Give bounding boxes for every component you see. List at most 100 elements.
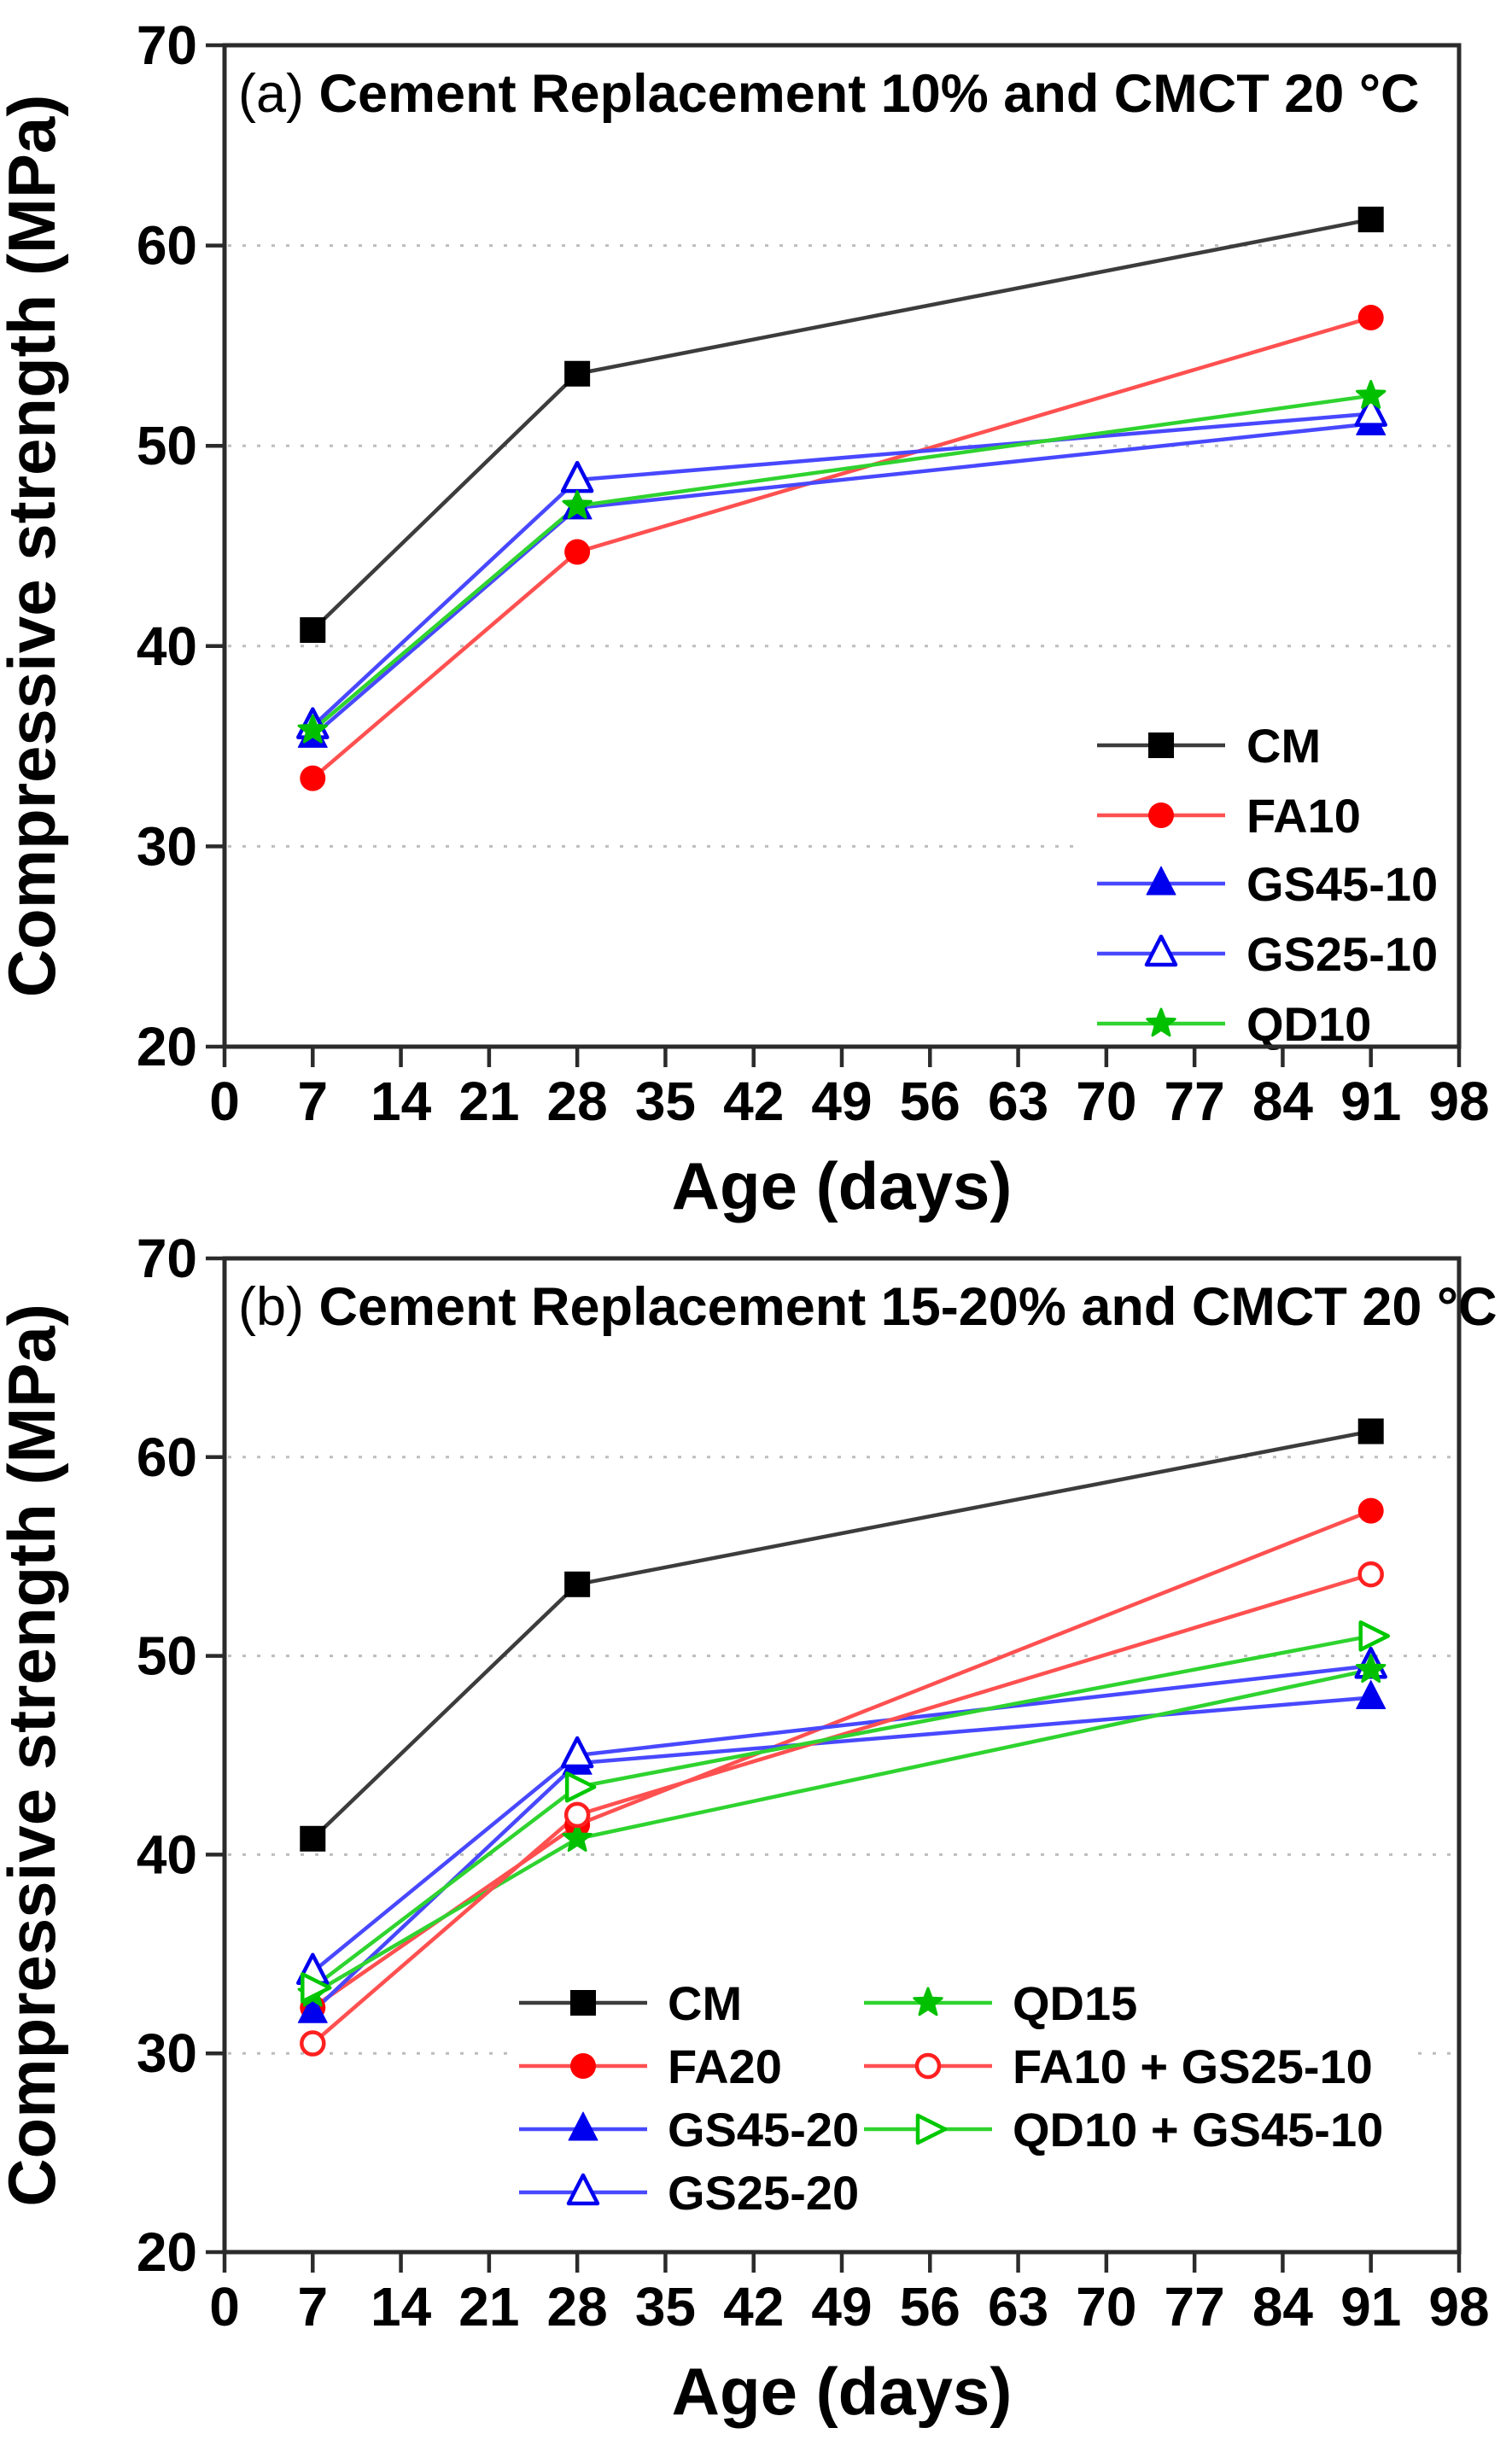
x-tick-label-98: 98: [1428, 2276, 1489, 2337]
x-tick-label-21: 21: [458, 1071, 519, 1132]
x-axis-label: Age (days): [672, 1148, 1013, 1223]
series-line-fa20: [312, 1509, 1372, 2010]
legend-background: [511, 1970, 1417, 2225]
series-line-gs25-10: [311, 411, 1371, 728]
marker-cm-28d: [564, 1571, 591, 1597]
marker-fa10-gs25-10-7d: [300, 2030, 326, 2057]
y-tick-label-70: 70: [137, 1228, 197, 1289]
x-tick-label-21: 21: [458, 2276, 519, 2337]
legend-marker-qd15: [913, 1987, 943, 2016]
panel-title: (b) Cement Replacement 15-20% and CMCT 2…: [238, 1277, 1497, 1337]
y-tick-label-60: 60: [137, 215, 197, 277]
y-tick-label-50: 50: [137, 415, 197, 476]
marker-gs25-20-28d: [560, 1736, 594, 1769]
marker-cm-91d: [1357, 207, 1384, 233]
marker-qd10-91d: [1356, 380, 1386, 409]
legend-marker-fa10-gs25-10: [914, 2052, 942, 2080]
series-line-qd10-gs45-10: [311, 1634, 1372, 1990]
marker-gs25-10-91d: [1354, 394, 1387, 427]
x-tick-label-91: 91: [1340, 2276, 1401, 2337]
y-tick-label-30: 30: [137, 2022, 197, 2084]
x-tick-label-49: 49: [811, 1071, 872, 1132]
series-line-gs45-20: [311, 1695, 1371, 2013]
marker-fa20-91d: [1357, 1497, 1384, 1524]
x-tick-label-7: 7: [297, 2276, 328, 2337]
marker-fa10-gs25-10-91d: [1357, 1561, 1384, 1588]
legend-item-gs45-20: GS45-20: [519, 2103, 859, 2156]
marker-fa10-7d: [300, 765, 326, 791]
y-tick-label-30: 30: [137, 815, 197, 877]
x-tick-label-14: 14: [371, 2276, 432, 2337]
legend-marker-fa10: [1148, 802, 1174, 828]
legend-label-fa10-gs25-10: FA10 + GS25-10: [1013, 2040, 1373, 2093]
legend: CM FA10 GS45-10 GS25-10 QD10: [1084, 709, 1456, 1057]
legend-item-gs25-20: GS25-20: [519, 2166, 859, 2220]
marker-qd10-gs45-10-7d: [301, 1972, 332, 2004]
x-tick-label-63: 63: [988, 2276, 1048, 2337]
legend-item-fa20: FA20: [519, 2040, 782, 2093]
y-tick-label-20: 20: [137, 1016, 197, 1077]
y-axis-label: Compressive strength (MPa): [0, 1304, 69, 2207]
x-tick-label-56: 56: [900, 1071, 960, 1132]
marker-cm-28d: [564, 360, 591, 387]
legend-label-gs25-10: GS25-10: [1246, 927, 1438, 981]
marker-qd10-gs45-10-91d: [1358, 1620, 1390, 1652]
x-tick-label-56: 56: [900, 2276, 960, 2337]
legend-label-gs45-20: GS45-20: [668, 2103, 859, 2156]
series-line-cm: [311, 217, 1372, 632]
marker-gs45-20-91d: [1356, 1679, 1386, 1709]
legend-label-qd10: QD10: [1246, 997, 1371, 1051]
plot-frame: [222, 43, 1462, 1049]
x-tick-label-7: 7: [297, 1071, 328, 1132]
legend-item-qd10-gs45-10: QD10 + GS45-10: [864, 2103, 1383, 2156]
marker-qd15-91d: [1356, 1654, 1386, 1684]
marker-fa10-91d: [1357, 305, 1384, 331]
panel-a: CM FA10 GS45-10 GS25-10 QD10 0 7 14 21 28 35 42 49 56…: [0, 15, 1490, 1223]
legend-marker-gs45-10: [1146, 866, 1176, 896]
y-tick-label-40: 40: [137, 616, 197, 677]
marker-qd15-28d: [562, 1823, 593, 1852]
x-tick-label-91: 91: [1340, 1071, 1401, 1132]
x-tick-label-28: 28: [547, 1071, 608, 1132]
x-axis-label: Age (days): [672, 2354, 1013, 2429]
marker-qd10-28d: [562, 490, 593, 519]
marker-qd10-7d: [297, 714, 328, 744]
y-tick-label-50: 50: [137, 1625, 197, 1687]
x-tick-label-84: 84: [1252, 1071, 1314, 1132]
x-tick-label-0: 0: [209, 2276, 240, 2337]
marker-fa10-28d: [564, 539, 591, 565]
x-tick-label-70: 70: [1076, 2276, 1136, 2337]
x-tick-label-35: 35: [635, 2276, 696, 2337]
x-tick-label-28: 28: [547, 2276, 608, 2337]
legend-item-cm: CM: [519, 1976, 742, 2030]
legend-label-qd15: QD15: [1013, 1976, 1137, 2030]
panel-title-text: Cement Replacement 10% and CMCT 20 °C: [319, 64, 1420, 124]
legend-marker-gs25-10: [1144, 934, 1178, 967]
legend-label-qd10-gs45-10: QD10 + GS45-10: [1013, 2103, 1383, 2156]
legend-item-cm: CM: [1097, 719, 1321, 773]
x-tick-label-42: 42: [723, 1071, 784, 1132]
marker-cm-7d: [300, 1825, 326, 1852]
legend-item-fa10: FA10: [1097, 789, 1361, 843]
y-tick-label-20: 20: [137, 2221, 197, 2283]
legend-marker-cm: [1148, 732, 1174, 758]
x-tick-label-49: 49: [811, 2276, 872, 2337]
x-tick-label-35: 35: [635, 1071, 696, 1132]
legend-label-gs45-10: GS45-10: [1246, 857, 1438, 911]
x-tick-label-77: 77: [1165, 2276, 1225, 2337]
panel-title-text: Cement Replacement 15-20% and CMCT 20 °C: [319, 1277, 1497, 1337]
legend-label-cm: CM: [668, 1976, 742, 2030]
panel-label: (b): [238, 1277, 319, 1337]
legend-label-cm: CM: [1246, 719, 1321, 773]
marker-gs25-10-28d: [560, 460, 594, 493]
x-tick-label-77: 77: [1165, 1071, 1225, 1132]
x-tick-label-98: 98: [1428, 1071, 1489, 1132]
legend: CM FA20 GS45-20 GS25-20 QD15 FA10 + GS25-10 QD…: [511, 1970, 1417, 2225]
panel-title: (a) Cement Replacement 10% and CMCT 20 °…: [238, 64, 1420, 124]
x-tick-label-63: 63: [988, 1071, 1048, 1132]
x-tick-label-70: 70: [1076, 1071, 1136, 1132]
series-line-qd10: [311, 394, 1372, 732]
legend-marker-fa20: [570, 2053, 596, 2079]
marker-gs45-20-7d: [297, 1993, 328, 2023]
